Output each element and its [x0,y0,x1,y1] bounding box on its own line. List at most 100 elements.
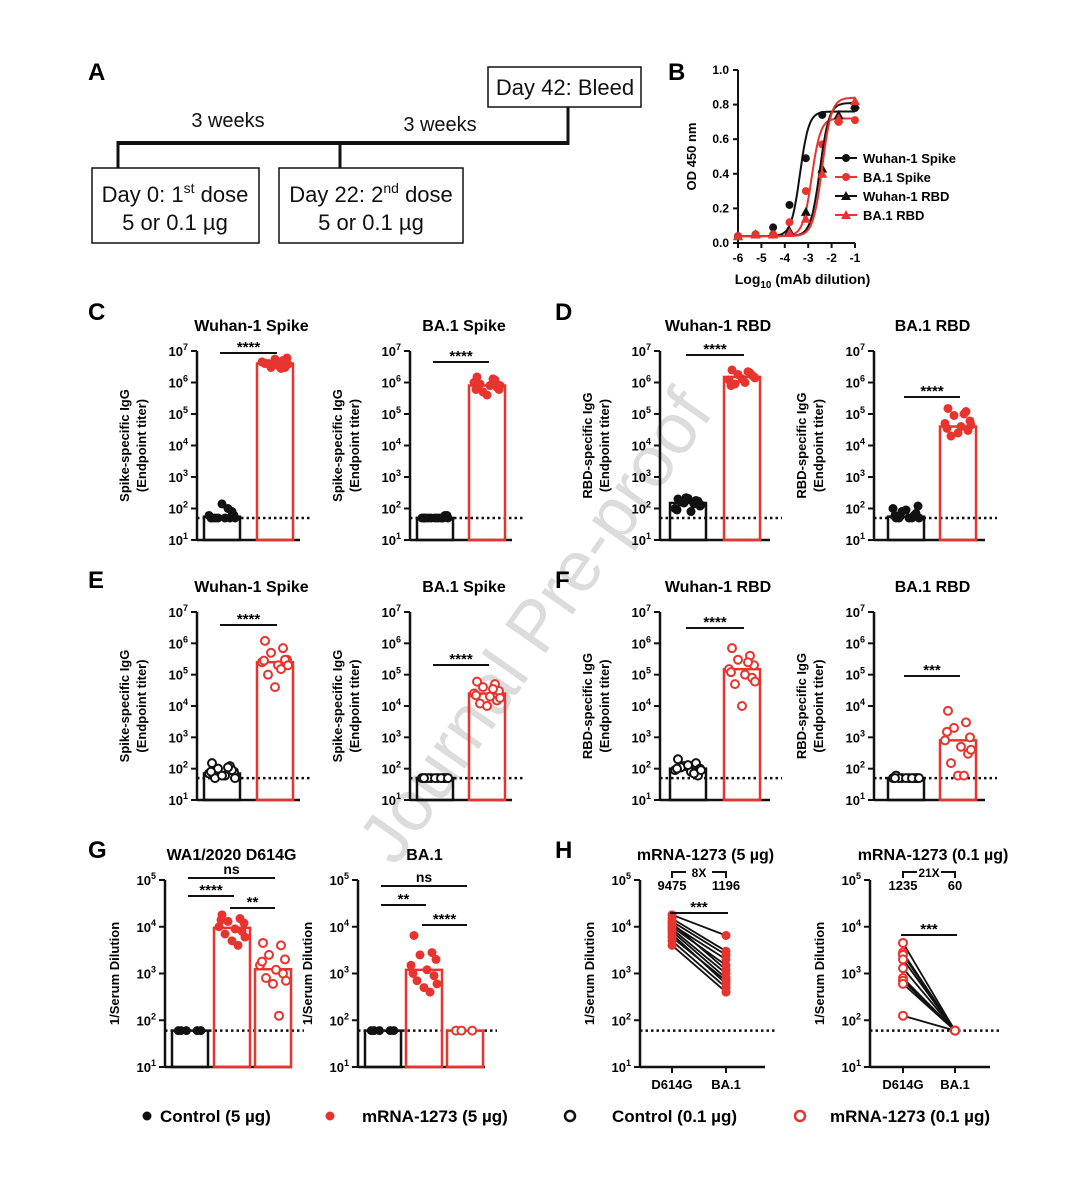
panel-letter-b: B [668,59,685,86]
data-point-open [443,773,453,784]
data-point-open [280,954,290,965]
chart-title: Wuhan-1 Spike [194,579,308,596]
y-axis-label: Spike-specific IgG [330,650,345,763]
panel-b-chart: 0.0 0.2 0.4 0.6 0.8 1.0 -6 -5 -4 -3 -2 -1 OD 450 nm L… [684,63,956,291]
legend-label: mRNA-1273 (0.1 µg) [830,1107,990,1126]
pair-line [671,928,727,975]
y-tick-label: 106 [382,374,401,391]
y-tick-label: 103 [842,965,861,982]
data-point [800,213,811,223]
chart-d-2: Wuhan-1 RBD RBD-specific IgG (Endpoint tit… [580,318,782,548]
y-tick-label: 102 [846,500,865,517]
data-point [850,96,860,106]
chart-title: BA.1 RBD [895,579,971,596]
data-point [471,384,481,394]
data-point-open [261,973,271,984]
y-axis-label: Spike-specific IgG [330,389,345,502]
dose2-box [278,167,464,244]
fold-bracket [902,871,956,878]
significance-label: ns [416,869,433,885]
chart-title: Wuhan-1 Spike [194,318,308,335]
data-point [914,513,924,523]
legend-label: mRNA-1273 (5 µg) [362,1107,508,1126]
y-tick-label: 101 [169,791,188,808]
data-point [283,359,293,369]
data-point [888,504,898,513]
data-point-open [223,762,233,773]
charts: 0.0 0.2 0.4 0.6 0.8 1.0 -6 -5 -4 -3 -2 -1 OD 450 nm L… [107,63,1008,1092]
data-point [966,420,976,430]
data-point-open [950,1025,960,1036]
data-point [689,499,699,509]
data-point [230,924,240,934]
bar-1 [938,739,978,802]
chart-title: Wuhan-1 RBD [665,579,771,596]
data-point-open [898,978,908,989]
y-tick-label: 103 [169,468,188,485]
x-tick-label: -1 [850,251,861,265]
data-point-open [733,654,743,665]
y-tick-label: 103 [612,965,631,982]
data-point [942,423,952,433]
data-point [419,513,429,523]
y-tick-label: 104 [330,918,349,935]
data-point [427,948,437,958]
x-tick-label: BA.1 [940,1077,970,1092]
data-point [943,403,953,413]
data-point-open [959,770,969,781]
y-tick-label: 105 [137,871,156,888]
interval-1-label: 3 weeks [191,110,264,132]
significance-label: **** [433,911,457,928]
y-tick-label: 106 [382,634,401,651]
data-point-open [961,717,971,728]
y-tick-label: 106 [846,374,865,391]
y-axis-label: (Endpoint titer) [811,399,826,492]
chart-g-8: WA1/2020 D614G 1/Serum Dilution 101 102 103 1… [107,847,304,1075]
y-tick-label: 102 [382,760,401,777]
data-point [890,510,900,520]
y-tick-label: 106 [169,374,188,391]
pair-line [671,944,727,993]
data-point [907,513,917,523]
data-point-open [898,954,908,965]
data-point-open [946,758,956,769]
data-point-open [898,937,908,948]
y-tick-label: 101 [330,1058,349,1075]
y-axis-label: 1/Serum Dilution [582,922,597,1025]
pair-line [902,967,956,1032]
data-point [721,987,731,997]
y-tick-label: 107 [632,603,651,620]
legend-filled-circle-icon [142,1111,152,1121]
data-point [216,915,226,925]
y-axis-label: (Endpoint titer) [347,399,362,492]
legend-label: Wuhan-1 Spike [863,151,956,166]
data-point-open [258,937,268,948]
y-tick-label: 104 [842,918,861,935]
y-axis-label: (Endpoint titer) [811,659,826,752]
legend-marker [841,210,851,219]
y-tick-label: 102 [842,1011,861,1028]
data-point [721,965,731,975]
data-point [482,390,492,400]
bar-2 [445,1029,485,1069]
y-tick-label: 104 [612,918,631,935]
significance-label: **** [237,611,261,628]
data-point [833,113,844,123]
significance-label: **** [237,339,261,356]
data-point [408,969,418,978]
data-point-open [281,975,291,986]
watermark: Journal Pre-proof [343,375,728,877]
y-tick-label: 102 [330,1011,349,1028]
y-tick-label: 101 [632,791,651,808]
legend-marker [841,191,851,200]
y-tick-label: 0.6 [712,132,729,146]
panel-letter-e: E [88,567,104,594]
panel-letter-d: D [555,299,572,326]
x-tick-label: -2 [826,251,837,265]
panel-letter-c: C [88,299,105,326]
y-tick-label: 101 [846,531,865,548]
gmt-label: 9475 [658,878,687,893]
data-point-open [914,773,924,784]
data-point-open [696,765,706,776]
